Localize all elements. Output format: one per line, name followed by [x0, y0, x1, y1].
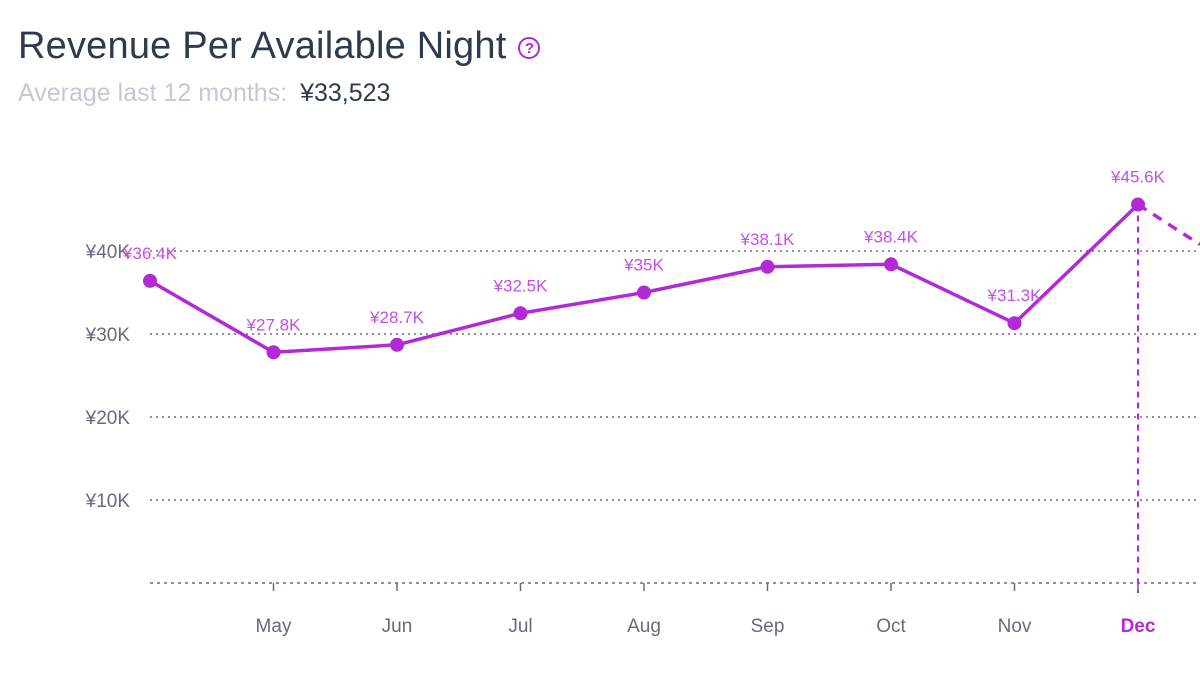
data-label: ¥38.1K	[740, 230, 796, 249]
chart-header: Revenue Per Available Night ? Average la…	[18, 22, 541, 110]
y-axis-ticks: ¥10K ¥20K ¥30K ¥40K	[85, 242, 131, 512]
y-tick-label: ¥40K	[85, 242, 131, 263]
data-point[interactable]	[884, 257, 898, 272]
data-label: ¥35K	[623, 256, 664, 275]
x-tick-label: Jun	[382, 616, 413, 637]
chart-title: Revenue Per Available Night	[18, 25, 507, 67]
data-point[interactable]	[390, 337, 404, 352]
data-point[interactable]	[1007, 316, 1022, 331]
data-label: ¥28.7K	[369, 308, 425, 327]
data-point[interactable]	[760, 259, 775, 274]
data-label: ¥32.5K	[493, 276, 549, 295]
average-value: ¥33,523	[300, 79, 391, 107]
x-axis-ticks: May Jun Jul Aug Sep Oct Nov Dec	[256, 583, 1156, 637]
grid-layer	[150, 204, 1200, 593]
y-tick-label: ¥30K	[85, 325, 131, 346]
data-label: ¥38.4K	[863, 227, 919, 246]
y-tick-label: ¥10K	[85, 491, 131, 512]
x-tick-label: Jul	[508, 616, 532, 637]
data-label: ¥45.6K	[1110, 168, 1166, 187]
data-point[interactable]	[1131, 197, 1145, 212]
y-tick-label: ¥20K	[85, 408, 131, 429]
data-label: ¥36.4K	[122, 244, 178, 263]
x-tick-label: Nov	[998, 616, 1032, 637]
x-tick-label: Oct	[876, 616, 906, 637]
question-circle-icon[interactable]: ?	[518, 37, 541, 59]
data-point[interactable]	[266, 345, 281, 360]
average-label: Average last 12 months:	[18, 79, 288, 107]
data-point[interactable]	[143, 273, 157, 288]
data-label: ¥27.8K	[246, 315, 302, 334]
title-row: Revenue Per Available Night ?	[18, 22, 541, 70]
chart-subtitle: Average last 12 months: ¥33,523	[18, 76, 540, 110]
data-labels-layer: ¥36.4K ¥27.8K ¥28.7K ¥32.5K ¥35K ¥38.1K ¥38.4K…	[122, 168, 1166, 335]
x-tick-label: Aug	[627, 616, 661, 637]
x-tick-label: Dec	[1121, 616, 1156, 637]
data-point[interactable]	[513, 306, 528, 321]
x-tick-label: May	[256, 616, 292, 637]
data-label: ¥31.3K	[987, 286, 1043, 305]
data-points-layer	[143, 197, 1145, 360]
series-line-layer	[148, 202, 1200, 355]
projection-line	[1137, 203, 1200, 246]
x-tick-label: Sep	[751, 616, 785, 637]
data-point[interactable]	[637, 285, 651, 300]
